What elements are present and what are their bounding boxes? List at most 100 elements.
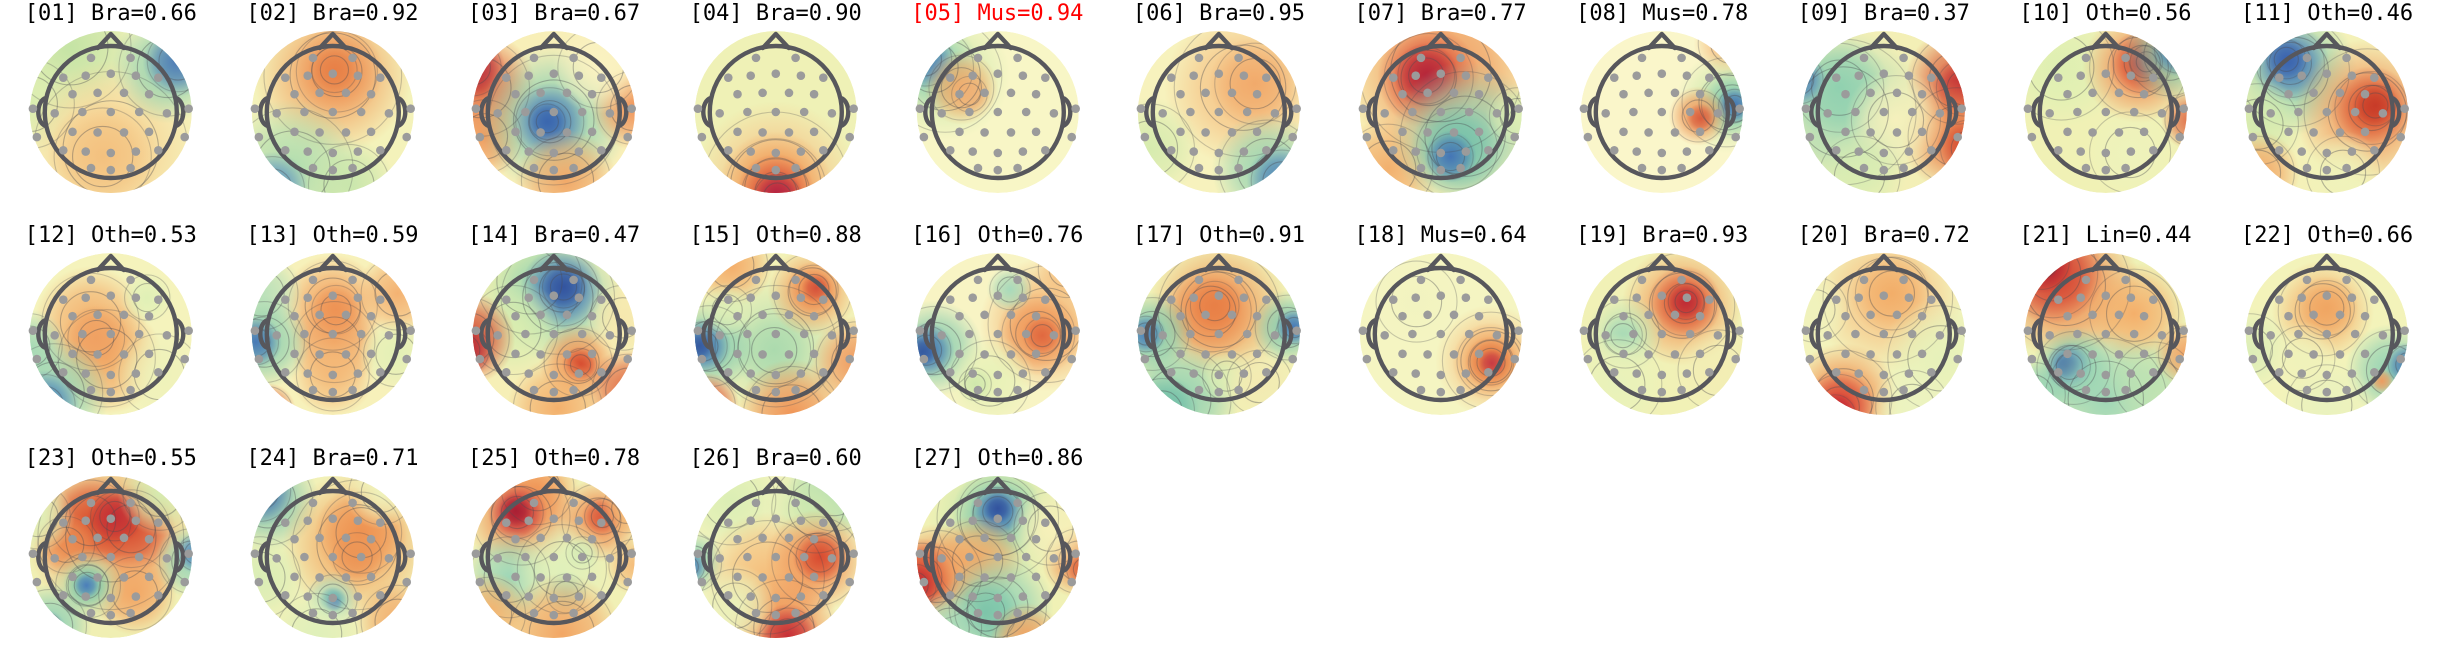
panel-title: [21] Lin=0.44 bbox=[2019, 223, 2192, 249]
topomap-panel: [12] Oth=0.53 bbox=[0, 222, 222, 444]
topomap bbox=[1136, 253, 1302, 416]
topomap-panel: [16] Oth=0.76 bbox=[887, 222, 1109, 444]
topomap bbox=[28, 475, 193, 638]
topomap bbox=[2244, 253, 2410, 416]
head-outline bbox=[2030, 254, 2181, 403]
panel-title: [13] Oth=0.59 bbox=[246, 223, 419, 249]
panel-title: [07] Bra=0.77 bbox=[1354, 1, 1527, 26]
head-outline bbox=[700, 476, 851, 625]
topomap-panel: [02] Bra=0.92 bbox=[222, 0, 444, 222]
topomap-panel: [14] Bra=0.47 bbox=[443, 222, 665, 444]
head-outline bbox=[2252, 31, 2402, 181]
electrode-dots bbox=[2244, 53, 2410, 175]
head-outline bbox=[2252, 254, 2402, 403]
panel-title: [03] Bra=0.67 bbox=[467, 1, 641, 26]
electrode-dots bbox=[471, 498, 637, 620]
head-outline bbox=[257, 476, 408, 625]
panel-title: [05] Mus=0.94 bbox=[911, 1, 1084, 26]
topomap bbox=[28, 31, 193, 193]
panel-title: [09] Bra=0.37 bbox=[1797, 1, 1970, 26]
electrode-dots bbox=[1579, 53, 1745, 175]
topomap bbox=[1801, 253, 1966, 416]
panel-title: [06] Bra=0.95 bbox=[1132, 1, 1306, 26]
panel-title: [18] Mus=0.64 bbox=[1354, 223, 1527, 249]
head-outline bbox=[36, 476, 186, 625]
topomap-panel: [13] Oth=0.59 bbox=[222, 222, 444, 444]
electrode-dots bbox=[693, 275, 858, 397]
electrode-dots bbox=[1136, 275, 1302, 397]
head-outline bbox=[257, 254, 408, 403]
head-outline bbox=[700, 31, 851, 181]
panel-title: [25] Oth=0.78 bbox=[467, 445, 641, 471]
head-outline bbox=[1144, 31, 1294, 181]
topomap-panel: [11] Oth=0.46 bbox=[2216, 0, 2438, 222]
electrode-dots bbox=[2244, 275, 2410, 397]
topomap-panel: [23] Oth=0.55 bbox=[0, 445, 222, 667]
electrode-dots bbox=[915, 498, 1080, 620]
topomap-panel: [25] Oth=0.78 bbox=[443, 445, 665, 667]
electrode-dots bbox=[1358, 53, 1523, 175]
electrode-dots bbox=[471, 53, 637, 175]
panel-title: [19] Bra=0.93 bbox=[1576, 223, 1749, 249]
topomap bbox=[1801, 31, 1966, 193]
electrode-dots bbox=[1801, 53, 1966, 175]
topomap bbox=[1579, 253, 1745, 416]
topomap-panel: [22] Oth=0.66 bbox=[2216, 222, 2438, 444]
electrode-dots bbox=[1358, 275, 1523, 397]
panel-title: [23] Oth=0.55 bbox=[24, 445, 197, 471]
head-outline bbox=[36, 31, 186, 181]
head-outline bbox=[2030, 31, 2181, 181]
panel-title: [26] Bra=0.60 bbox=[689, 445, 862, 471]
panel-title: [14] Bra=0.47 bbox=[467, 223, 641, 249]
topomap-panel: [04] Bra=0.90 bbox=[665, 0, 887, 222]
electrode-dots bbox=[28, 53, 193, 175]
electrode-dots bbox=[915, 53, 1080, 175]
topomap bbox=[471, 253, 637, 416]
head-outline bbox=[922, 31, 1072, 181]
panel-title: [04] Bra=0.90 bbox=[689, 1, 862, 26]
electrode-dots bbox=[250, 498, 415, 620]
topomap-panel: [07] Bra=0.77 bbox=[1330, 0, 1552, 222]
electrode-dots bbox=[28, 275, 193, 397]
topomap bbox=[1358, 253, 1523, 416]
topomap-panel: [01] Bra=0.66 bbox=[0, 0, 222, 222]
topomap-panel: [06] Bra=0.95 bbox=[1108, 0, 1330, 222]
topomap bbox=[2244, 31, 2410, 193]
electrode-dots bbox=[250, 53, 415, 175]
electrode-dots bbox=[1136, 53, 1302, 175]
head-outline bbox=[1365, 254, 1516, 403]
topomap-panel: [10] Oth=0.56 bbox=[1995, 0, 2217, 222]
topomap bbox=[1579, 31, 1745, 193]
electrode-dots bbox=[250, 275, 415, 397]
panel-title: [12] Oth=0.53 bbox=[24, 223, 197, 249]
panel-title: [02] Bra=0.92 bbox=[246, 1, 419, 26]
topomap-panel: [08] Mus=0.78 bbox=[1551, 0, 1773, 222]
panel-title: [15] Oth=0.88 bbox=[689, 223, 862, 249]
panel-title: [24] Bra=0.71 bbox=[246, 445, 419, 471]
electrode-dots bbox=[693, 53, 858, 175]
panel-title: [11] Oth=0.46 bbox=[2240, 1, 2414, 26]
panel-title: [10] Oth=0.56 bbox=[2019, 1, 2192, 26]
head-outline bbox=[479, 254, 629, 403]
topomap bbox=[250, 475, 415, 638]
head-outline bbox=[257, 31, 408, 181]
head-outline bbox=[1587, 31, 1737, 181]
electrode-dots bbox=[915, 275, 1080, 397]
electrode-dots bbox=[693, 498, 858, 620]
head-outline bbox=[1144, 254, 1294, 403]
head-outline bbox=[1587, 254, 1737, 403]
topomap bbox=[693, 253, 858, 416]
electrode-dots bbox=[2023, 53, 2188, 175]
panel-title: [17] Oth=0.91 bbox=[1132, 223, 1306, 249]
electrode-dots bbox=[1801, 275, 1966, 397]
topomap bbox=[250, 253, 415, 416]
head-outline bbox=[1365, 31, 1516, 181]
topomap bbox=[693, 31, 858, 193]
topomap bbox=[1358, 31, 1523, 193]
topomap-panel: [18] Mus=0.64 bbox=[1330, 222, 1552, 444]
head-outline bbox=[1809, 254, 1959, 403]
topomap-panel: [27] Oth=0.86 bbox=[887, 445, 1109, 667]
head-outline bbox=[36, 254, 186, 403]
electrode-dots bbox=[2023, 275, 2188, 397]
topomap bbox=[471, 31, 637, 193]
